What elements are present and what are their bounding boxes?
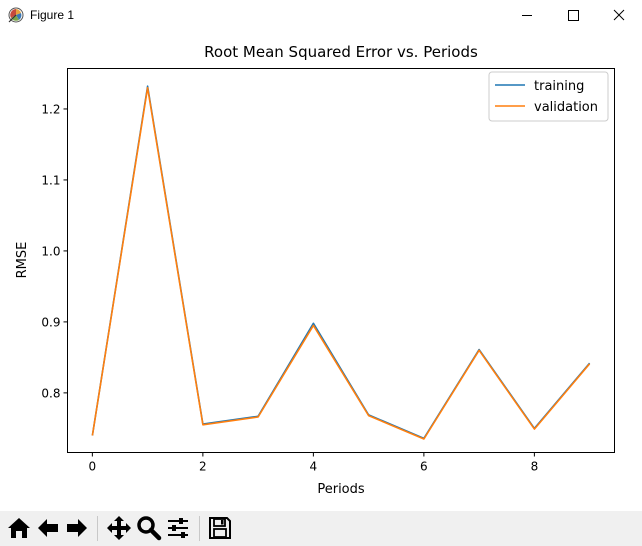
navigation-toolbar xyxy=(0,511,642,546)
y-tick-label: 0.8 xyxy=(41,386,60,400)
save-icon xyxy=(209,517,231,539)
y-tick-label: 0.9 xyxy=(41,315,60,329)
y-axis-ticks: 0.8 0.9 1.0 1.1 1.2 xyxy=(41,102,68,400)
x-tick-label: 6 xyxy=(420,460,428,474)
zoom-button[interactable] xyxy=(135,514,163,542)
x-tick-label: 2 xyxy=(199,460,207,474)
y-tick-label: 1.2 xyxy=(41,102,60,116)
home-icon xyxy=(8,518,30,538)
y-tick-label: 1.0 xyxy=(41,244,60,258)
close-button[interactable] xyxy=(596,0,642,31)
legend: training validation xyxy=(488,71,609,122)
matplotlib-logo-icon xyxy=(8,7,24,23)
legend-label: training xyxy=(534,79,584,94)
save-button[interactable] xyxy=(206,514,234,542)
y-axis-label: RMSE xyxy=(15,242,30,279)
home-button[interactable] xyxy=(5,514,33,542)
sliders-icon xyxy=(168,518,188,538)
figure-canvas[interactable]: Root Mean Squared Error vs. Periods 0 2 4 6… xyxy=(0,31,642,511)
maximize-button[interactable] xyxy=(550,0,596,31)
close-icon xyxy=(613,9,625,21)
x-tick-label: 8 xyxy=(531,460,539,474)
move-icon xyxy=(107,516,131,540)
title-bar[interactable]: Figure 1 xyxy=(0,0,642,31)
forward-button[interactable] xyxy=(63,514,91,542)
toolbar-separator xyxy=(97,516,98,541)
y-tick-label: 1.1 xyxy=(41,173,60,187)
arrow-right-icon xyxy=(67,519,87,537)
series-lines xyxy=(91,85,591,440)
arrow-left-icon xyxy=(38,519,58,537)
minimize-icon xyxy=(522,15,532,16)
chart: Root Mean Squared Error vs. Periods 0 2 4 6… xyxy=(15,43,615,497)
zoom-icon xyxy=(137,516,162,541)
toolbar-separator xyxy=(199,516,200,541)
maximize-icon xyxy=(568,10,579,21)
series-line-validation xyxy=(91,86,591,440)
axes-frame xyxy=(67,68,615,453)
back-button[interactable] xyxy=(34,514,62,542)
x-tick-label: 0 xyxy=(89,460,97,474)
legend-label: validation xyxy=(534,100,598,115)
subplots-button[interactable] xyxy=(164,514,192,542)
x-tick-label: 4 xyxy=(310,460,318,474)
series-line-training xyxy=(91,85,591,440)
pan-button[interactable] xyxy=(105,514,133,542)
x-axis-ticks: 0 2 4 6 8 xyxy=(89,452,539,474)
x-axis-label: Periods xyxy=(317,482,365,497)
chart-title: Root Mean Squared Error vs. Periods xyxy=(204,43,478,61)
minimize-button[interactable] xyxy=(504,0,550,31)
window-title: Figure 1 xyxy=(30,8,75,22)
